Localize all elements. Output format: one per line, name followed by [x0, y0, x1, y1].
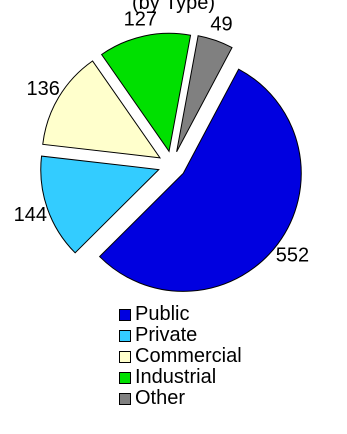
chart-title: (by Type) [132, 0, 215, 14]
legend-swatch [119, 392, 131, 405]
pie-slice-commercial [42, 60, 162, 159]
pie-slice-industrial [100, 32, 192, 153]
legend-item-public: Public [119, 304, 242, 325]
legend-label: Public [135, 303, 190, 325]
legend-swatch [119, 308, 131, 321]
legend-item-other: Other [119, 388, 242, 409]
chart-legend: Public Private Commercial Industrial Other [119, 304, 242, 409]
legend-item-commercial: Commercial [119, 346, 242, 367]
slice-value-label-industrial: 127 [124, 8, 157, 30]
legend-label: Private [135, 324, 198, 346]
legend-item-private: Private [119, 325, 242, 346]
slice-value-label-other: 49 [210, 13, 232, 35]
pie-slice-private [40, 155, 160, 254]
slice-labels: 552 144 136 127 49 [14, 8, 310, 266]
legend-label: Commercial [135, 345, 242, 367]
slice-value-label-private: 144 [14, 204, 47, 226]
slice-value-label-commercial: 136 [27, 78, 60, 100]
legend-swatch [119, 350, 131, 363]
pie-slice-public [98, 68, 302, 292]
legend-label: Industrial [135, 366, 217, 388]
legend-swatch [119, 371, 131, 384]
pie-slices [40, 32, 302, 292]
pie-slice-other [176, 35, 233, 153]
legend-item-industrial: Industrial [119, 367, 242, 388]
legend-swatch [119, 329, 131, 342]
slice-value-label-public: 552 [276, 244, 309, 266]
legend-label: Other [135, 387, 186, 409]
